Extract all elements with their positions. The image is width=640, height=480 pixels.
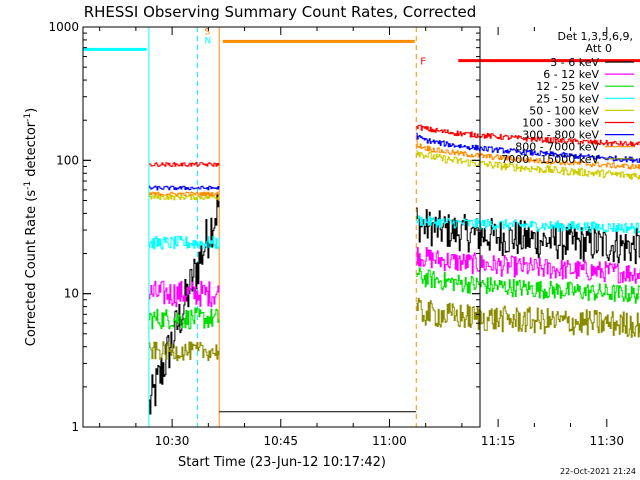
y-tick-label-2: 100 — [56, 153, 79, 167]
legend-label-6: 300 - 800 keV — [522, 129, 599, 142]
legend-label-7: 800 - 7000 keV — [515, 141, 599, 154]
flag-label-n: N — [204, 37, 211, 47]
series-line-1 — [148, 247, 640, 308]
y-axis-label-exponent-1: -1 — [23, 181, 33, 190]
series-line-3 — [148, 215, 640, 250]
chart-title: RHESSI Observing Summary Count Rates, Co… — [84, 3, 477, 21]
flag-label-s: S — [204, 27, 210, 37]
flag-label-f: F — [420, 57, 426, 68]
legend-label-0: 3 - 6 keV — [550, 56, 599, 69]
x-tick-label-2: 11:00 — [372, 434, 407, 448]
y-tick-label-0: 1 — [71, 420, 79, 434]
legend-label-5: 100 - 300 keV — [522, 117, 599, 130]
plot-frame — [82, 26, 481, 428]
legend-label-8: 7000 - 15000 keV — [501, 153, 599, 166]
legend-label-2: 12 - 25 keV — [536, 80, 599, 93]
legend-label-3: 25 - 50 keV — [536, 92, 599, 105]
series-line-0 — [148, 193, 640, 415]
y-axis-label-part-1: Corrected Count Rate (s — [24, 190, 39, 347]
series-line-7 — [148, 140, 640, 197]
y-tick-label-1: 10 — [64, 287, 79, 301]
series-line-2 — [148, 267, 640, 330]
legend-label-4: 50 - 100 keV — [529, 104, 599, 117]
x-tick-label-4: 11:30 — [589, 434, 624, 448]
y-axis-label-exponent-2: -1 — [23, 113, 33, 122]
x-tick-label-3: 11:15 — [481, 434, 516, 448]
legend-attenuator-line: Att 0 — [586, 42, 612, 55]
footer-timestamp: 22-Oct-2021 21:24 — [560, 467, 636, 476]
legend-detector-line: Det 1,3,5,6,9, — [557, 30, 633, 43]
series-line-5 — [148, 124, 640, 167]
y-tick-label-3: 1000 — [48, 20, 79, 34]
plot-area: SN F — [83, 27, 640, 427]
series-line-6 — [148, 132, 640, 191]
y-axis-label-part-2: detector — [24, 121, 39, 181]
y-axis-label: Corrected Count Rate (s-1 detector-1) — [23, 108, 39, 346]
series-line-8 — [148, 297, 640, 361]
legend-label-1: 6 - 12 keV — [543, 68, 599, 81]
x-axis-label: Start Time (23-Jun-12 10:17:42) — [178, 455, 386, 470]
y-axis-label-part-3: ) — [24, 108, 39, 113]
x-tick-label-0: 10:30 — [155, 434, 190, 448]
series-line-4 — [148, 150, 640, 201]
x-tick-label-1: 10:45 — [263, 434, 298, 448]
